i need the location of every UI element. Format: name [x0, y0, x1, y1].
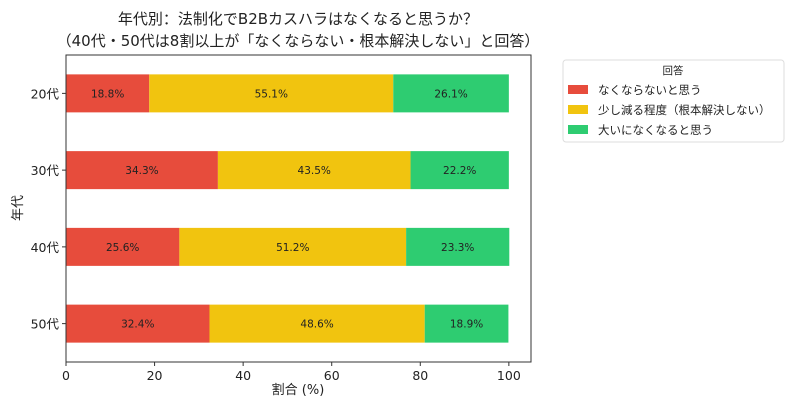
y-tick-label: 40代 — [31, 240, 60, 255]
bar-segment — [424, 304, 509, 343]
data-label: 18.8% — [91, 88, 124, 100]
data-label: 25.6% — [106, 242, 139, 254]
plot-frame — [65, 54, 532, 363]
data-label: 51.2% — [276, 242, 309, 254]
x-tick-label: 20 — [147, 368, 163, 383]
data-label: 32.4% — [121, 319, 154, 331]
x-tick-label: 40 — [235, 368, 251, 383]
bar-segment — [66, 74, 150, 113]
bar-segment — [149, 74, 394, 113]
y-tick-label: 30代 — [31, 163, 60, 178]
legend-title: 回答 — [663, 64, 684, 77]
x-tick-label: 0 — [62, 368, 70, 383]
legend-swatch — [568, 125, 588, 134]
bar-segment — [66, 227, 180, 266]
data-label: 22.2% — [443, 165, 476, 177]
bar-segment — [179, 227, 407, 266]
data-label: 43.5% — [298, 165, 331, 177]
data-label: 26.1% — [434, 88, 467, 100]
bar-segment — [393, 74, 509, 113]
legend-label: なくならないと思う — [598, 83, 702, 97]
x-tick-label: 80 — [412, 368, 428, 383]
data-label: 18.9% — [450, 319, 483, 331]
bar-segment — [209, 304, 425, 343]
x-axis-label: 割合 (%) — [272, 382, 325, 398]
y-tick-label: 50代 — [31, 317, 60, 332]
bar-segment — [406, 227, 510, 266]
y-tick-label: 20代 — [31, 86, 60, 101]
chart-title: 年代別：法制化でB2Bカスハラはなくなると思うか？ — [118, 10, 478, 28]
bar-segment — [66, 151, 218, 190]
bar-segment — [410, 151, 509, 190]
data-label: 34.3% — [125, 165, 158, 177]
x-tick-label: 100 — [497, 368, 521, 383]
legend-swatch — [568, 105, 588, 114]
legend-box — [562, 59, 785, 143]
data-label: 23.3% — [441, 242, 474, 254]
data-label: 48.6% — [300, 319, 333, 331]
bar-segment — [217, 151, 411, 190]
legend-label: 少し減る程度（根本解決しない） — [598, 103, 771, 117]
legend-swatch — [568, 85, 588, 94]
y-axis-label: 年代 — [11, 195, 26, 221]
legend-label: 大いになくなると思う — [598, 123, 713, 137]
bar-segment — [66, 304, 210, 343]
chart-subtitle: （40代・50代は8割以上が「なくならない・根本解決しない」と回答） — [57, 32, 540, 50]
data-label: 55.1% — [255, 88, 288, 100]
x-tick-label: 60 — [324, 368, 340, 383]
